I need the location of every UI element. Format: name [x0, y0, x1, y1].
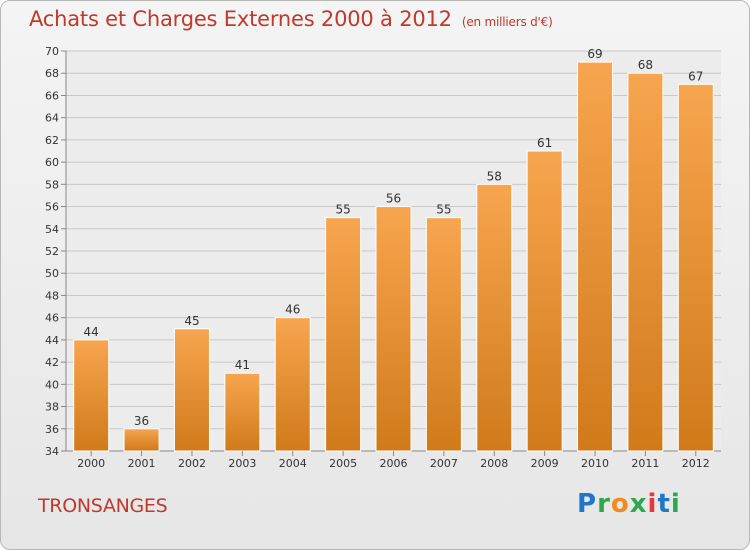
y-tick-label: 64: [45, 112, 59, 125]
data-label-2005: 55: [335, 203, 350, 217]
data-label-2010: 69: [587, 47, 602, 61]
data-label-2000: 44: [84, 325, 99, 339]
y-tick-label: 54: [45, 223, 59, 236]
x-tick-label-2006: 2006: [380, 457, 408, 470]
x-tick-label-2003: 2003: [228, 457, 256, 470]
bar-2008: [476, 183, 513, 452]
x-tick-label-2005: 2005: [329, 457, 357, 470]
logo-letter: P: [577, 489, 598, 519]
data-label-2012: 67: [688, 69, 703, 83]
y-tick-label: 50: [45, 267, 59, 280]
bar-2003: [224, 372, 261, 452]
bar-2005: [325, 217, 362, 452]
y-tick-label: 68: [45, 67, 59, 80]
bar-2006: [375, 206, 412, 452]
chart-title: Achats et Charges Externes 2000 à 2012 (e…: [29, 7, 553, 31]
bar-2010: [577, 61, 614, 452]
proxiti-logo: Proxiti: [577, 489, 681, 519]
bar-2007: [425, 217, 462, 452]
y-tick-label: 46: [45, 312, 59, 325]
logo-letter: r: [597, 489, 611, 519]
y-tick-label: 36: [45, 423, 59, 436]
town-name: TRONSANGES: [38, 495, 168, 517]
logo-letter: o: [610, 489, 630, 519]
y-tick-label: 70: [45, 45, 59, 58]
data-label-2006: 56: [386, 192, 401, 206]
data-label-2011: 68: [638, 58, 653, 72]
bar-2001: [123, 428, 160, 452]
x-tick-label-2012: 2012: [682, 457, 710, 470]
y-tick-label: 66: [45, 89, 59, 102]
bar-2009: [526, 150, 563, 452]
y-tick-label: 34: [45, 445, 59, 458]
title-text: Achats et Charges Externes 2000 à 2012: [29, 7, 452, 31]
bar-2002: [173, 328, 210, 452]
data-label-2001: 36: [134, 414, 149, 428]
logo-letter: i: [647, 489, 658, 519]
x-tick-label-2008: 2008: [480, 457, 508, 470]
y-tick-label: 48: [45, 289, 59, 302]
chart-unit: (en milliers d'€): [461, 15, 553, 29]
bar-2000: [73, 339, 110, 452]
x-tick-label-2001: 2001: [128, 457, 156, 470]
logo-letter: t: [657, 489, 671, 519]
data-label-2009: 61: [537, 136, 552, 150]
x-tick-label-2004: 2004: [279, 457, 307, 470]
y-tick-label: 56: [45, 201, 59, 214]
data-label-2003: 41: [235, 358, 250, 372]
x-tick-label-2002: 2002: [178, 457, 206, 470]
x-tick-label-2010: 2010: [581, 457, 609, 470]
y-tick-label: 44: [45, 334, 59, 347]
bar-2004: [274, 317, 311, 452]
logo-letter: x: [629, 489, 648, 519]
y-tick-label: 42: [45, 356, 59, 369]
logo-letter: i: [670, 489, 681, 519]
x-tick-label-2011: 2011: [631, 457, 659, 470]
bar-2012: [677, 83, 714, 452]
y-tick-label: 38: [45, 401, 59, 414]
y-tick-label: 62: [45, 134, 59, 147]
bar-2011: [627, 72, 664, 452]
data-label-2002: 45: [184, 314, 199, 328]
x-tick-label-2000: 2000: [77, 457, 105, 470]
data-label-2004: 46: [285, 303, 300, 317]
y-tick-label: 52: [45, 245, 59, 258]
y-tick-label: 60: [45, 156, 59, 169]
data-label-2008: 58: [487, 169, 502, 183]
data-label-2007: 55: [436, 203, 451, 217]
x-tick-label-2007: 2007: [430, 457, 458, 470]
y-tick-label: 58: [45, 178, 59, 191]
y-tick-label: 40: [45, 378, 59, 391]
x-tick-label-2009: 2009: [531, 457, 559, 470]
